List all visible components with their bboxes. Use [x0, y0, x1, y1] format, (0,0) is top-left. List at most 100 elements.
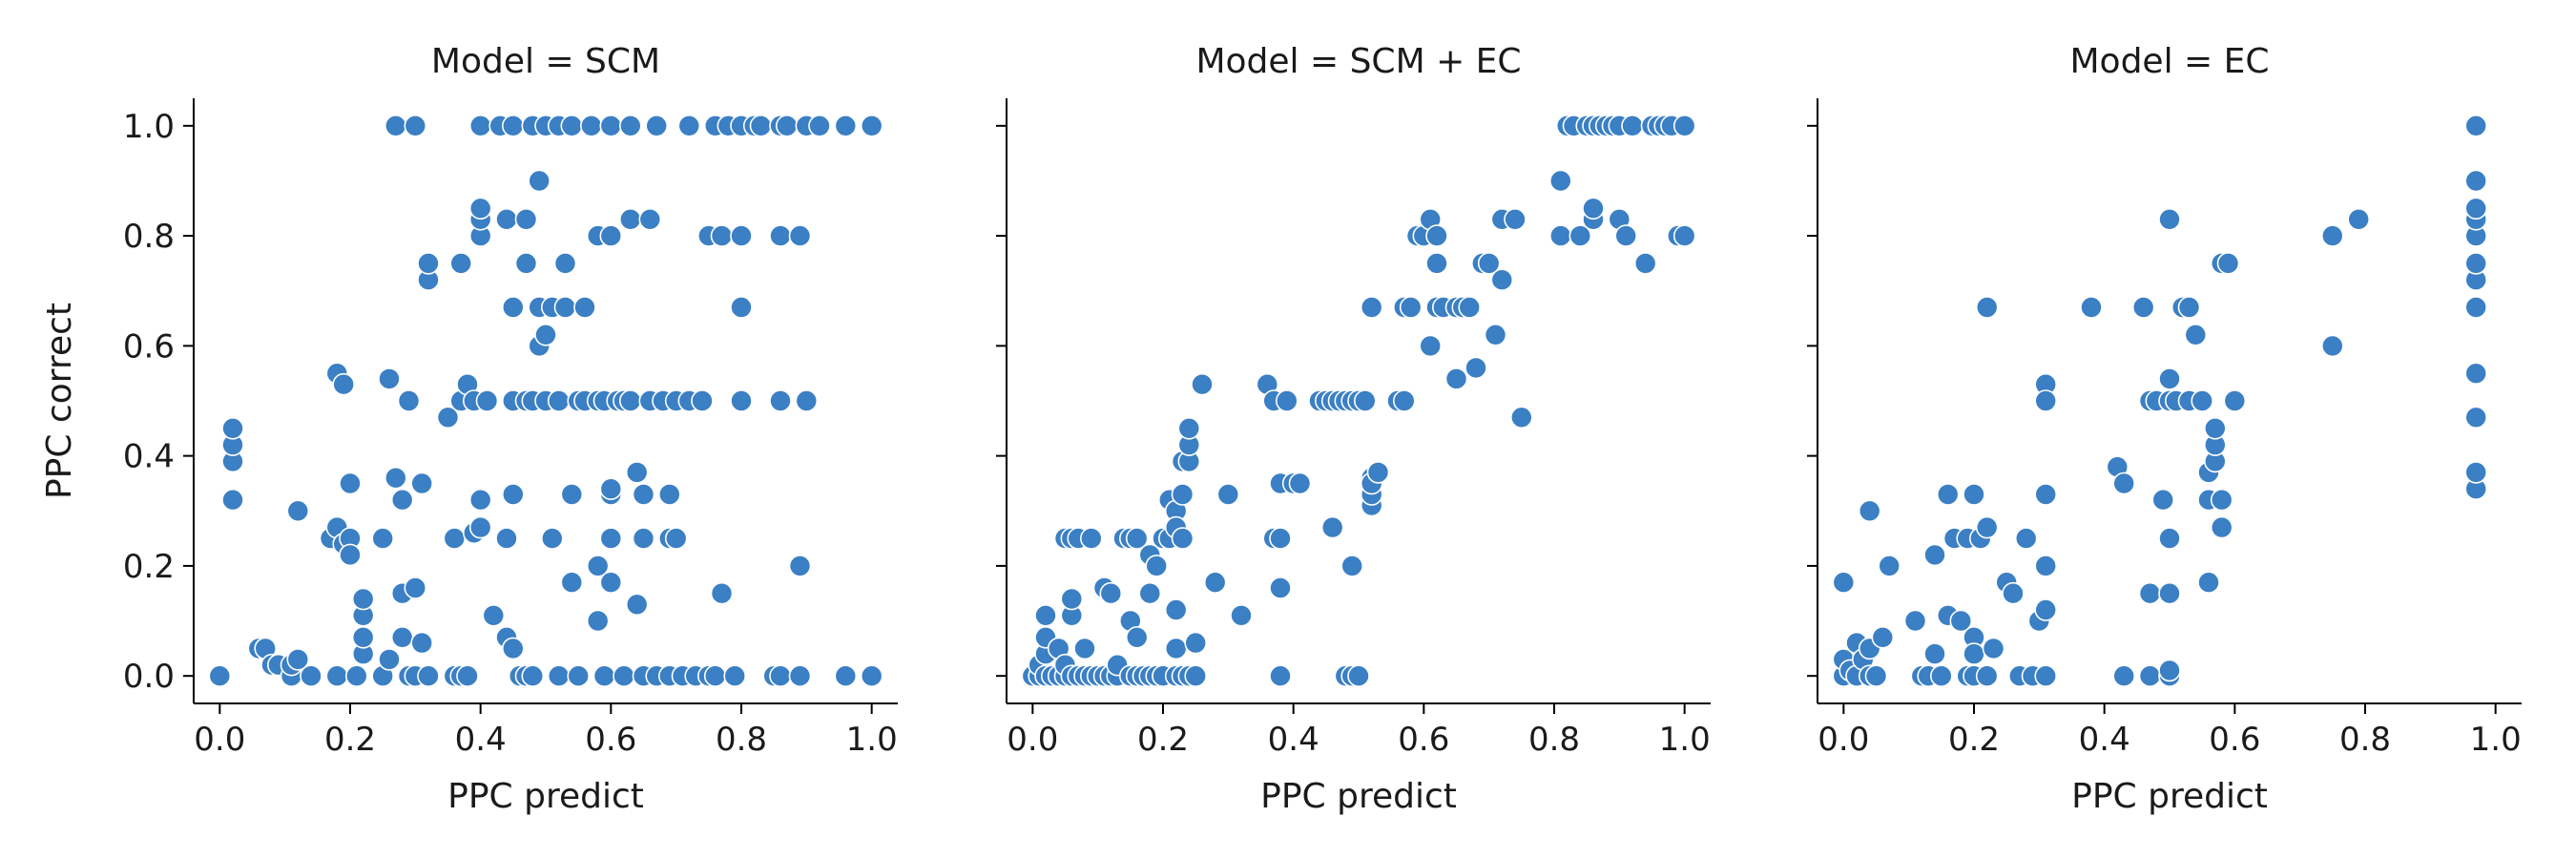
scatter-point	[1164, 598, 1188, 621]
scatter-point	[547, 389, 571, 412]
scatter-point	[1477, 252, 1501, 275]
scatter-point	[378, 367, 401, 390]
scatter-point	[2464, 461, 2487, 484]
scatter-point	[788, 224, 812, 247]
scatter-point	[1903, 609, 1927, 633]
scatter-point	[501, 637, 525, 660]
scatter-point	[501, 483, 525, 506]
scatter-point	[351, 587, 375, 611]
scatter-point	[2321, 334, 2344, 358]
x-tick-label: 0.2	[1948, 721, 2000, 759]
scatter-point	[1425, 252, 1448, 275]
x-tick-label: 0.0	[194, 721, 245, 759]
scatter-point	[2034, 598, 2057, 621]
scatter-point	[2216, 252, 2240, 275]
scatter-point	[625, 461, 649, 484]
scatter-point	[1982, 637, 2005, 660]
scatter-point	[1269, 576, 1292, 599]
y-tick-label: 1.0	[123, 108, 175, 146]
scatter-points	[208, 115, 883, 688]
scatter-point	[860, 664, 883, 688]
scatter-point	[1034, 603, 1057, 627]
x-tick-label: 1.0	[1659, 721, 1711, 759]
scatter-point	[769, 664, 792, 688]
scatter-point	[1171, 527, 1195, 550]
chart-panel-3: Model = EC 0.0 0.2 0.4 0.6 0.8 1.0 PPC predict	[1807, 42, 2522, 816]
scatter-point	[2464, 406, 2487, 430]
scatter-point	[1923, 543, 1946, 567]
scatter-point	[1060, 587, 1084, 611]
scatter-point	[664, 527, 688, 550]
scatter-point	[1125, 625, 1149, 649]
scatter-point	[2151, 488, 2174, 512]
scatter-point	[1878, 555, 1901, 577]
scatter-point	[2204, 416, 2227, 440]
scatter-point	[2158, 208, 2181, 231]
scatter-point	[775, 115, 799, 137]
scatter-point	[723, 664, 747, 688]
scatter-point	[1672, 115, 1696, 137]
scatter-point	[1230, 603, 1253, 627]
scatter-point	[1949, 609, 1973, 633]
scatter-point	[2080, 296, 2103, 319]
y-tick-label: 0.4	[123, 438, 175, 476]
scatter-point	[501, 296, 525, 319]
scatter-point	[677, 115, 701, 137]
x-axis-label: PPC predict	[2071, 777, 2268, 816]
scatter-point	[286, 648, 310, 671]
scatter-point	[1923, 642, 1946, 665]
scatter-point	[2223, 389, 2247, 412]
scatter-point	[1549, 224, 1572, 247]
x-tick-label: 1.0	[846, 721, 898, 759]
scatter-point	[599, 571, 623, 595]
scatter-point	[1568, 224, 1592, 247]
scatter-point	[221, 416, 244, 440]
scatter-point	[560, 483, 584, 506]
chart-panel-1: Model = SCM 0.0 0.2 0.4 0.6 0.8 1.0 0.0 0.2 0.4 0.…	[40, 42, 898, 816]
scatter-point	[1288, 471, 1312, 495]
scatter-point	[514, 252, 538, 275]
scatter-point	[645, 115, 669, 137]
scatter-point	[567, 664, 591, 688]
scatter-point	[1184, 664, 1207, 688]
scatter-point	[1164, 637, 1188, 660]
scatter-point	[1360, 296, 1383, 319]
scatter-point	[2002, 581, 2025, 605]
scatter-point	[534, 323, 557, 346]
scatter-point	[1191, 372, 1214, 396]
scatter-point	[404, 115, 427, 137]
scatter-point	[599, 224, 623, 247]
scatter-point	[579, 115, 603, 137]
scatter-point	[456, 664, 479, 688]
scatter-point	[2112, 471, 2135, 495]
scatter-point	[1963, 642, 1985, 665]
scatter-point	[443, 527, 467, 550]
scatter-point	[1930, 664, 1953, 688]
scatter-point	[384, 115, 407, 137]
scatter-point	[1138, 581, 1162, 605]
scatter-point	[332, 372, 356, 396]
scatter-point	[1216, 483, 1240, 506]
scatter-point	[390, 488, 414, 512]
scatter-point	[417, 252, 440, 275]
scatter-point	[2158, 581, 2181, 605]
scatter-point	[1145, 555, 1168, 577]
scatter-point	[482, 603, 506, 627]
scatter-point	[2210, 488, 2233, 512]
x-tick-label: 1.0	[2470, 721, 2522, 759]
scatter-point	[808, 115, 831, 137]
scatter-point	[618, 115, 642, 137]
x-tick-label: 0.0	[1007, 721, 1058, 759]
scatter-point	[1510, 406, 1533, 430]
scatter-point	[1871, 625, 1895, 649]
x-tick-label: 0.2	[1137, 721, 1189, 759]
x-tick-label: 0.6	[2209, 721, 2260, 759]
scatter-point	[351, 625, 375, 649]
scatter-point	[710, 224, 734, 247]
scatter-point	[378, 648, 401, 671]
scatter-point	[2034, 389, 2057, 412]
scatter-point	[468, 115, 492, 137]
x-tick-label: 0.8	[716, 721, 767, 759]
scatter-point	[1184, 631, 1207, 655]
